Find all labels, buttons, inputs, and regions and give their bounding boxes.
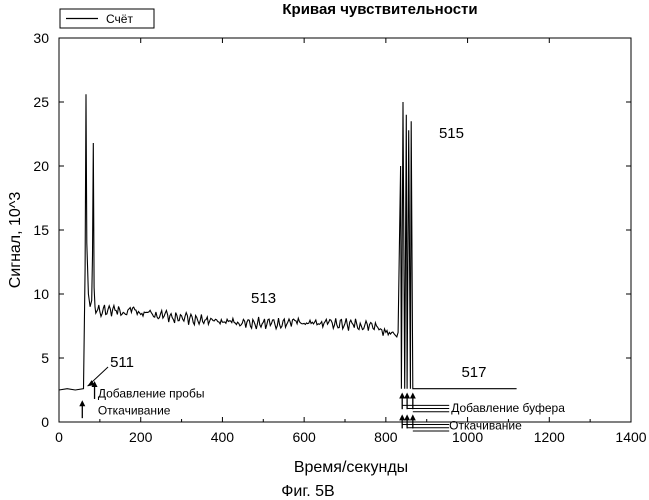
x-axis-label: Время/секунды <box>294 459 408 476</box>
y-axis-label: Сигнал, 10^3 <box>7 192 24 289</box>
chart-title: Кривая чувствительности <box>282 1 477 18</box>
figure-caption: Фиг. 5В <box>281 483 334 500</box>
plot-frame <box>59 38 631 422</box>
event-arrow-head <box>404 414 410 420</box>
y-tick-label: 20 <box>33 158 49 174</box>
annotation-label: 515 <box>439 125 464 142</box>
event-arrow-head <box>79 400 85 406</box>
x-tick-label: 1400 <box>615 429 646 445</box>
event-arrow-head <box>404 393 410 399</box>
x-tick-label: 600 <box>292 429 316 445</box>
y-tick-label: 15 <box>33 222 49 238</box>
x-tick-label: 0 <box>55 429 63 445</box>
x-tick-label: 400 <box>211 429 235 445</box>
annotation-label: 517 <box>461 364 486 381</box>
annotation-label: 511 <box>110 354 134 371</box>
y-tick-label: 0 <box>41 414 49 430</box>
y-tick-label: 25 <box>33 94 49 110</box>
legend: Счёт <box>60 9 154 28</box>
annotation-label: Откачивание <box>449 419 522 433</box>
y-tick-label: 30 <box>33 30 49 46</box>
event-arrow-head <box>399 393 405 399</box>
annotation-label: 513 <box>251 290 276 307</box>
event-arrow-head <box>410 393 416 399</box>
annotation-label: Добавление буфера <box>451 401 565 415</box>
x-tick-label: 200 <box>129 429 153 445</box>
annotation-label: Откачивание <box>98 403 171 417</box>
event-arrow-head <box>399 414 405 420</box>
legend-entry: Счёт <box>106 12 133 26</box>
annotation-label: Добавление пробы <box>98 387 205 401</box>
x-tick-label: 800 <box>374 429 398 445</box>
y-tick-label: 5 <box>41 350 49 366</box>
event-arrow-head <box>410 414 416 420</box>
y-tick-label: 10 <box>33 286 49 302</box>
x-tick-label: 1200 <box>534 429 565 445</box>
